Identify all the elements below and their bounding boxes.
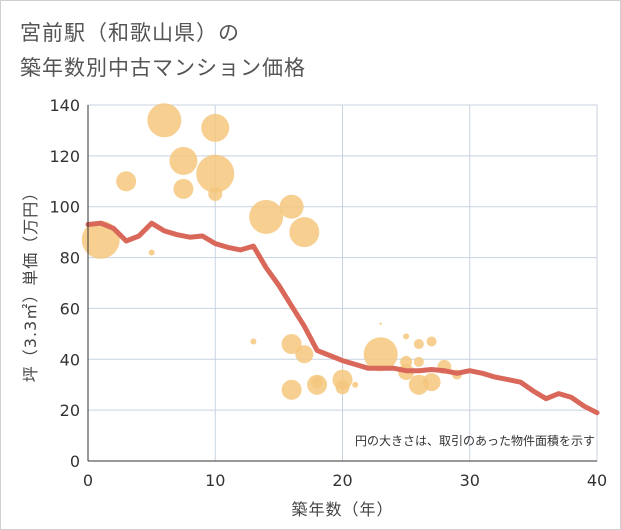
axes: 0 20 40 60 80 100 120 140 0 10 20 30 40 [49, 96, 607, 490]
x-tick-label: 30 [460, 471, 480, 490]
data-bubble [422, 373, 441, 392]
data-bubble [289, 217, 320, 248]
data-bubble [196, 154, 235, 193]
bubble-size-note: 円の大きさは、取引のあった物件面積を示す [355, 433, 595, 448]
y-tick-label: 80 [60, 249, 80, 268]
data-bubble [363, 337, 398, 372]
data-bubble [201, 113, 230, 142]
y-tick-label: 120 [49, 147, 80, 166]
x-tick-label: 40 [587, 471, 607, 490]
data-bubble [208, 187, 223, 201]
data-bubble [413, 356, 424, 367]
data-bubble [379, 322, 382, 325]
chart-title-line-2: 築年数別中古マンション価格 [20, 56, 306, 80]
data-bubble [169, 146, 198, 175]
data-bubble [173, 178, 194, 199]
line-layer [85, 220, 600, 416]
y-tick-label: 0 [70, 452, 80, 471]
data-bubble [81, 220, 120, 259]
data-bubble [147, 103, 182, 138]
y-tick-label: 40 [60, 350, 80, 369]
grid [87, 104, 598, 462]
chart-title-line-1: 宮前駅（和歌山県）の [20, 21, 240, 45]
y-tick-label: 20 [60, 401, 80, 420]
y-tick-label: 60 [60, 299, 80, 318]
data-bubble [279, 194, 304, 219]
data-bubble [249, 199, 284, 234]
data-bubble [281, 379, 302, 400]
x-tick-label: 20 [332, 471, 352, 490]
data-bubble [311, 376, 324, 389]
data-bubble [148, 249, 155, 256]
x-axis-label: 築年数（年） [291, 500, 393, 519]
y-axis-label: 坪（3.3㎡）単価（万円） [21, 184, 40, 382]
x-tick-label: 10 [205, 471, 225, 490]
data-bubble [426, 336, 437, 347]
data-bubble [413, 339, 424, 350]
bubble-layer [81, 103, 463, 400]
data-bubble [352, 381, 359, 388]
data-bubble [335, 380, 350, 395]
y-tick-label: 100 [49, 198, 80, 217]
average-price-line [85, 220, 600, 416]
data-bubble [295, 345, 314, 364]
data-bubble [403, 333, 410, 340]
x-tick-label: 0 [83, 471, 93, 490]
data-bubble [116, 171, 137, 192]
data-bubble [250, 338, 257, 345]
data-bubble [281, 334, 302, 355]
y-tick-label: 140 [49, 96, 80, 115]
